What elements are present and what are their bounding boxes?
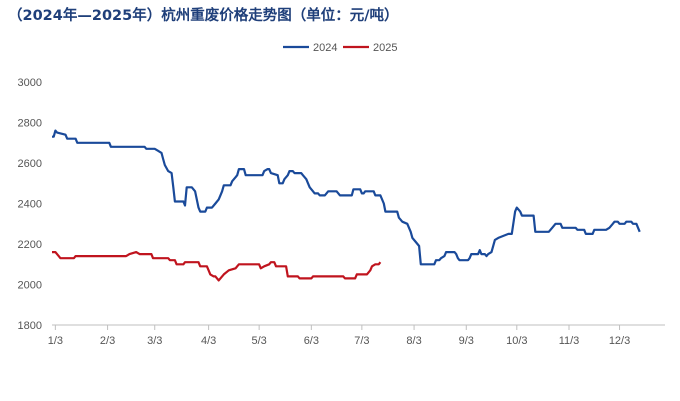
x-tick-label: 12/3 (609, 335, 630, 347)
x-tick-label: 1/3 (48, 335, 63, 347)
x-tick-label: 7/3 (354, 335, 369, 347)
y-tick-label: 1800 (18, 320, 42, 332)
x-tick-label: 11/3 (559, 335, 580, 347)
x-tick-label: 5/3 (251, 335, 266, 347)
legend-label-2024: 2024 (313, 42, 337, 54)
x-tick-label: 6/3 (304, 335, 319, 347)
x-axis: 1/3 2/3 3/3 4/3 5/3 6/3 7/3 8/3 9/3 10/3 11/3 12/3 (48, 324, 665, 347)
x-tick-label: 4/3 (201, 335, 216, 347)
series-line-2025 (52, 251, 382, 282)
series-line-2024 (52, 129, 641, 266)
legend: 2024 2025 (283, 42, 397, 54)
y-tick-label: 2200 (18, 239, 42, 251)
y-axis: 1800 2000 2200 2400 2600 2800 3000 (18, 77, 42, 332)
y-tick-label: 3000 (18, 77, 42, 89)
legend-label-2025: 2025 (373, 42, 397, 54)
x-tick-label: 2/3 (100, 335, 115, 347)
x-tick-label: 9/3 (459, 335, 474, 347)
x-tick-label: 3/3 (147, 335, 162, 347)
x-tick-label: 8/3 (406, 335, 421, 347)
series-layer (52, 129, 641, 282)
y-tick-label: 2400 (18, 199, 42, 211)
chart-title: （2024年—2025年）杭州重废价格走势图（单位：元/吨） (8, 8, 399, 24)
y-tick-label: 2800 (18, 118, 42, 130)
x-tick-label: 10/3 (506, 335, 527, 347)
y-tick-label: 2000 (18, 280, 42, 292)
y-tick-label: 2600 (18, 158, 42, 170)
